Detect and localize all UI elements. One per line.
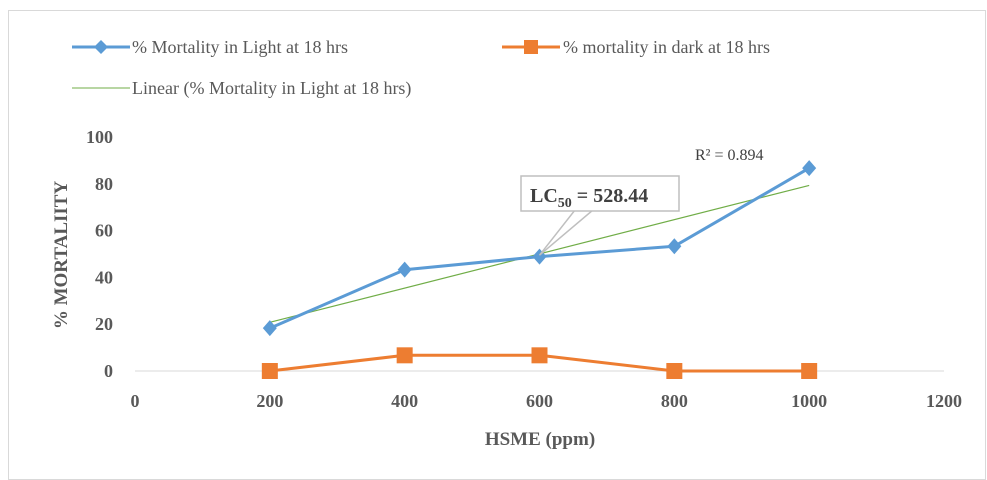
lc50-callout-pointer	[538, 209, 596, 256]
chart-frame	[8, 10, 986, 480]
lc50-subscript: 50	[558, 196, 572, 211]
data-point-dark	[396, 347, 413, 364]
data-point-light	[802, 160, 817, 177]
legend-square-marker	[524, 40, 538, 54]
legend-entry-trendline: Linear (% Mortality in Light at 18 hrs)	[72, 78, 411, 99]
legend-label-light: % Mortality in Light at 18 hrs	[132, 37, 348, 57]
y-tick-label: 80	[95, 174, 113, 194]
r-squared-label: R² = 0.894	[695, 147, 764, 164]
legend-diamond-marker	[94, 40, 108, 54]
lc50-callout-box	[520, 175, 680, 212]
x-tick-label: 1200	[926, 391, 962, 411]
x-axis-title: HSME (ppm)	[485, 429, 595, 450]
x-tick-label: 1000	[791, 391, 827, 411]
data-point-dark	[531, 347, 548, 364]
y-tick-label: 0	[104, 361, 113, 381]
y-tick-label: 20	[95, 314, 113, 334]
data-point-light	[262, 320, 277, 337]
x-tick-label: 0	[131, 391, 140, 411]
legend: % Mortality in Light at 18 hrs % mortali…	[72, 37, 770, 99]
y-tick-label: 100	[86, 127, 113, 147]
series-group	[261, 160, 818, 379]
y-tick-labels: 0 20 40 60 80 100	[86, 127, 113, 381]
data-point-dark	[801, 363, 818, 379]
y-axis-title: % MORTALIITY	[51, 181, 72, 330]
x-tick-label: 400	[391, 391, 418, 411]
legend-label-trendline: Linear (% Mortality in Light at 18 hrs)	[132, 78, 411, 99]
data-point-light	[397, 261, 412, 278]
lc50-text: LC50 = 528.44	[530, 185, 648, 211]
lc50-value: = 528.44	[572, 185, 648, 207]
data-point-light	[667, 238, 682, 255]
legend-label-dark: % mortality in dark at 18 hrs	[563, 37, 770, 57]
x-tick-labels: 0 200 400 600 800 1000 1200	[131, 391, 963, 411]
x-tick-label: 600	[526, 391, 553, 411]
legend-entry-dark: % mortality in dark at 18 hrs	[502, 37, 770, 57]
data-point-dark	[261, 363, 278, 379]
lc50-prefix: LC	[530, 185, 558, 207]
y-tick-label: 40	[95, 267, 113, 287]
lc50-callout: LC50 = 528.44	[520, 175, 680, 256]
x-tick-label: 800	[661, 391, 688, 411]
data-point-dark	[666, 363, 683, 379]
x-tick-label: 200	[256, 391, 283, 411]
y-tick-label: 60	[95, 221, 113, 241]
legend-entry-light: % Mortality in Light at 18 hrs	[72, 37, 348, 57]
